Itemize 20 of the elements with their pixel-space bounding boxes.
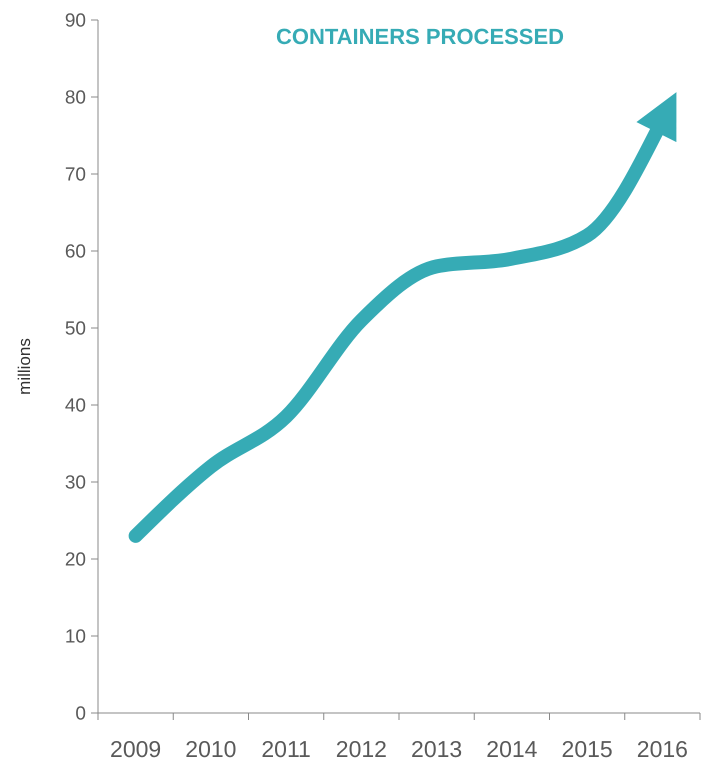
y-tick-label: 40 <box>64 396 86 417</box>
x-tick-label: 2011 <box>261 736 311 762</box>
x-tick-label: 2014 <box>486 736 538 762</box>
x-tick-label: 2016 <box>636 736 688 762</box>
y-tick-label: 60 <box>64 242 86 263</box>
y-tick-label: 20 <box>64 550 86 571</box>
y-tick-label: 10 <box>64 626 86 648</box>
x-tick-label: 2009 <box>110 736 162 762</box>
y-tick-label: 90 <box>64 10 86 32</box>
y-tick-label: 0 <box>75 704 86 725</box>
y-tick-label: 80 <box>64 88 86 109</box>
x-tick-label: 2013 <box>411 736 462 762</box>
y-tick-label: 70 <box>64 164 86 186</box>
x-tick-label: 2012 <box>336 736 387 762</box>
chart-title: CONTAINERS PROCESSED <box>276 24 564 49</box>
x-tick-label: 2015 <box>562 736 613 762</box>
x-tick-label: 2010 <box>185 736 236 762</box>
y-axis-title: millions <box>15 338 34 395</box>
y-tick-label: 50 <box>64 318 86 340</box>
y-tick-label: 30 <box>64 472 86 494</box>
